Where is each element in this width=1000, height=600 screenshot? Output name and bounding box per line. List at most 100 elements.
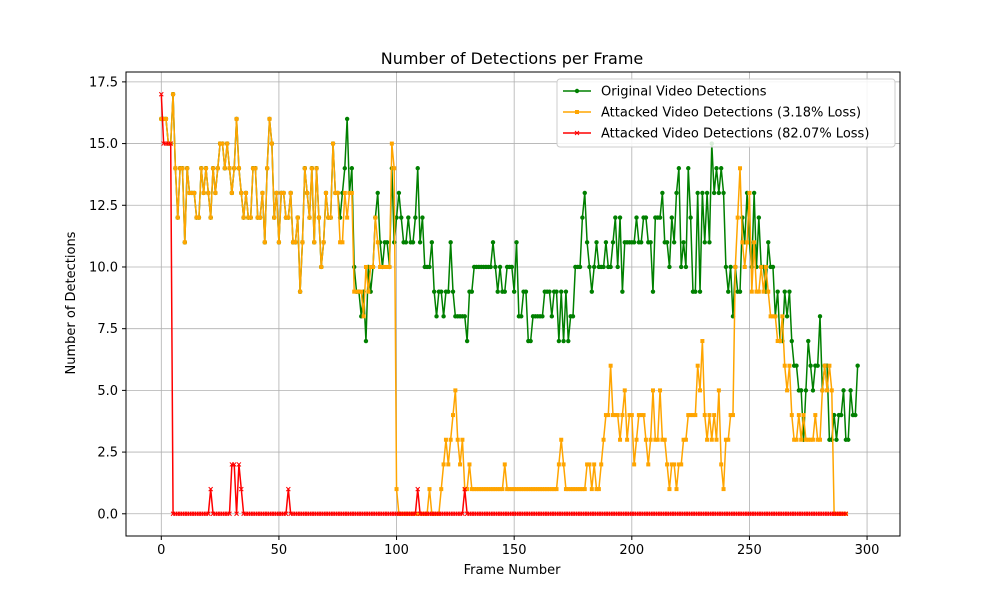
data-point <box>352 289 357 294</box>
series-2 <box>159 92 848 516</box>
data-point <box>511 289 517 294</box>
data-point <box>375 240 380 245</box>
data-point <box>778 339 783 344</box>
data-point <box>431 289 437 294</box>
data-point <box>258 215 263 220</box>
data-point <box>566 338 571 344</box>
data-point <box>498 487 503 492</box>
data-point <box>770 264 776 270</box>
data-point <box>319 264 324 269</box>
data-point <box>415 486 421 492</box>
data-point <box>465 487 470 492</box>
data-point <box>707 240 712 245</box>
data-point <box>787 363 792 368</box>
data-point <box>269 141 274 146</box>
x-axis: 0 50 100 150 200 250 300 <box>157 536 879 558</box>
data-point <box>384 240 390 245</box>
data-point <box>333 190 338 195</box>
data-point <box>175 215 180 220</box>
data-point <box>467 462 472 467</box>
data-point <box>375 190 380 196</box>
data-point <box>601 264 606 270</box>
data-point <box>241 215 246 220</box>
data-point <box>288 190 293 195</box>
data-point <box>629 413 634 418</box>
data-point <box>817 314 823 319</box>
data-point <box>462 486 468 492</box>
data-point <box>848 388 853 393</box>
data-point <box>253 166 258 171</box>
data-point <box>464 338 470 344</box>
data-point <box>653 437 658 442</box>
data-point <box>366 289 371 294</box>
data-point <box>394 215 399 220</box>
data-point <box>794 363 799 368</box>
data-point <box>688 413 693 418</box>
data-point <box>559 289 564 294</box>
data-point <box>295 215 300 220</box>
data-point <box>298 289 303 294</box>
data-point <box>589 289 595 294</box>
data-point <box>829 388 834 393</box>
data-point <box>291 240 296 245</box>
data-point <box>335 190 340 195</box>
data-point <box>417 240 423 245</box>
data-point <box>723 264 729 270</box>
data-point <box>552 487 557 492</box>
data-point <box>519 314 524 319</box>
data-point <box>831 412 837 418</box>
data-point <box>834 437 839 442</box>
data-point <box>413 511 418 517</box>
data-point <box>806 338 811 344</box>
data-point <box>323 190 328 195</box>
data-point <box>441 462 446 467</box>
data-point <box>236 462 242 467</box>
data-point <box>161 116 166 121</box>
data-point <box>676 166 682 171</box>
legend-label: Original Video Detections <box>601 85 767 100</box>
data-point <box>681 437 686 442</box>
data-point <box>719 462 724 467</box>
data-point <box>225 141 230 146</box>
data-point <box>608 363 613 368</box>
data-point <box>714 166 719 171</box>
data-point <box>808 437 813 442</box>
data-point <box>490 240 496 245</box>
data-point <box>768 314 773 319</box>
data-point <box>693 413 698 418</box>
data-point <box>818 437 823 442</box>
data-point <box>281 190 286 195</box>
data-point <box>735 215 740 220</box>
data-point <box>533 487 538 492</box>
data-point <box>568 487 573 492</box>
legend: Original Video Detections Attacked Video … <box>556 78 896 148</box>
data-point <box>378 264 383 269</box>
data-point <box>538 487 543 492</box>
data-point <box>262 240 267 245</box>
x-tick-label: 0 <box>157 543 165 558</box>
data-point <box>488 264 493 270</box>
data-point <box>389 141 394 146</box>
data-point <box>763 264 768 269</box>
data-point <box>716 190 722 196</box>
data-point <box>745 240 750 245</box>
series-3 <box>158 91 849 517</box>
data-point <box>646 462 651 467</box>
data-point <box>693 289 698 294</box>
x-tick-label: 150 <box>502 543 527 558</box>
data-point <box>775 289 780 294</box>
data-point <box>382 264 387 269</box>
legend-marker <box>574 130 580 136</box>
data-point <box>787 289 792 294</box>
data-point <box>825 388 830 393</box>
data-point <box>751 190 757 196</box>
data-point <box>307 215 312 220</box>
data-point <box>625 437 630 442</box>
data-point <box>396 190 402 196</box>
data-point <box>798 388 804 393</box>
data-point <box>721 487 726 492</box>
data-point <box>726 437 731 442</box>
data-point <box>194 215 199 220</box>
data-point <box>453 388 458 393</box>
x-tick-label: 200 <box>619 543 644 558</box>
